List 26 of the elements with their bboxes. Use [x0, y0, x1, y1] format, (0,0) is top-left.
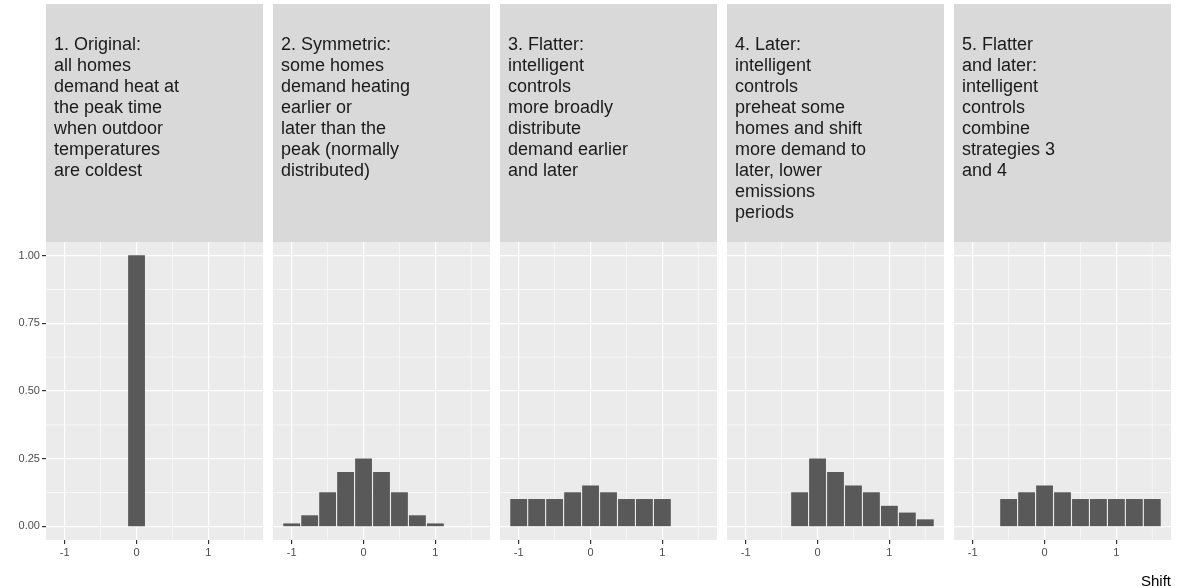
x-tick-label: 1 [205, 545, 212, 558]
chart-title: 1. Original: all homes demand heat at the peak time when outdoor temperatures are coldest [46, 4, 263, 242]
x-tick-label: -1 [59, 545, 70, 558]
x-tick-label: 0 [133, 545, 140, 558]
y-tick-label: 0.25 [18, 451, 40, 464]
x-tick-label: -1 [513, 545, 524, 558]
y-tick-label: 0.50 [18, 384, 40, 397]
x-tick-label: -1 [286, 545, 297, 558]
x-tick-label: -1 [967, 545, 978, 558]
x-axis-title: Shift [1140, 572, 1171, 586]
chart-title: 2. Symmetric: some homes demand heating earlier or later than the peak (normally distributed) [273, 4, 490, 242]
x-tick-label: 0 [814, 545, 821, 558]
x-tick-label: 0 [360, 545, 367, 558]
chart-title: 3. Flatter: intelligent controls more broadly distribute demand earlier and later [500, 4, 717, 242]
x-tick-label: 1 [432, 545, 439, 558]
chart-title: 5. Flatter and later: intelligent controls combine strategies 3 and 4 [954, 4, 1171, 242]
chart-title: 4. Later: intelligent controls preheat some homes and shift more demand to later, lower emissions periods [735, 34, 867, 222]
x-tick-label: 1 [1113, 545, 1120, 558]
x-tick-label: -1 [740, 545, 751, 558]
x-tick-label: 1 [659, 545, 666, 558]
x-tick-label: 0 [1041, 545, 1048, 558]
y-tick-label: 0.00 [18, 519, 40, 532]
x-tick-label: 0 [587, 545, 594, 558]
y-tick-label: 1.00 [18, 248, 40, 261]
y-tick-label: 0.75 [18, 316, 40, 329]
x-tick-label: 1 [886, 545, 893, 558]
